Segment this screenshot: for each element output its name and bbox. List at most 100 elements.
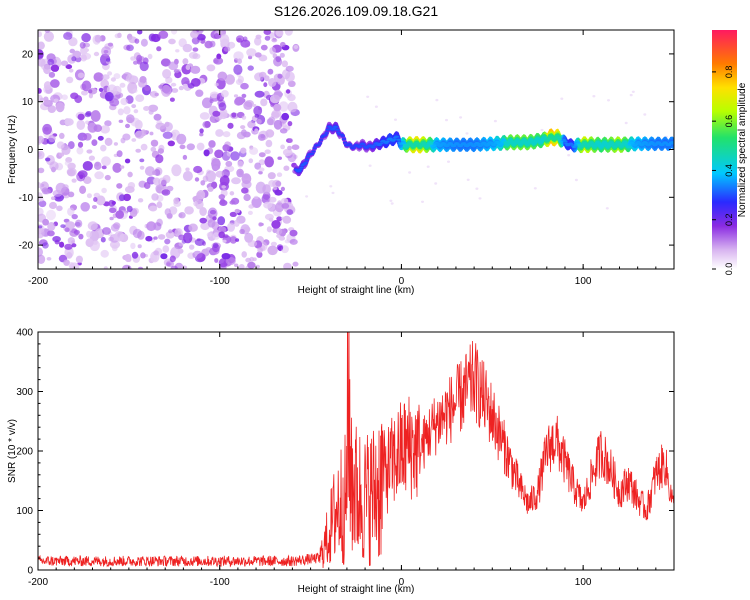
noise-speckle <box>212 232 220 240</box>
noise-speckle <box>240 147 247 154</box>
ridge-blob <box>462 143 468 146</box>
noise-speckle <box>150 139 159 147</box>
noise-speckle <box>168 229 173 234</box>
noise-speckle <box>245 43 251 47</box>
noise-speckle <box>205 170 216 183</box>
noise-speckle <box>574 178 578 182</box>
noise-speckle <box>100 144 107 152</box>
noise-speckle <box>273 103 282 112</box>
noise-speckle <box>93 161 102 170</box>
noise-speckle <box>238 170 243 176</box>
noise-speckle <box>230 151 240 161</box>
noise-speckle <box>120 165 125 169</box>
ridge-blob <box>305 155 311 158</box>
noise-speckle <box>104 174 111 181</box>
noise-speckle <box>160 58 171 67</box>
noise-speckle <box>169 255 176 263</box>
noise-speckle <box>96 195 106 206</box>
ridge-blob <box>358 145 363 147</box>
noise-speckle <box>211 181 218 189</box>
noise-speckle <box>243 226 251 233</box>
noise-speckle <box>125 74 135 83</box>
noise-speckle <box>389 199 393 202</box>
noise-speckle <box>266 226 272 233</box>
noise-speckle <box>219 175 230 187</box>
noise-speckle <box>122 133 131 141</box>
ridge-blob <box>362 145 367 147</box>
noise-speckle <box>108 236 114 242</box>
noise-speckle <box>200 222 210 231</box>
ridge-blob <box>334 125 339 128</box>
noise-speckle <box>143 182 151 189</box>
noise-speckle <box>168 38 176 45</box>
noise-speckle <box>275 228 283 235</box>
noise-speckle <box>219 111 228 120</box>
noise-speckle <box>189 244 195 250</box>
noise-speckle <box>120 98 128 106</box>
noise-speckle <box>216 78 226 90</box>
noise-speckle <box>101 165 107 170</box>
noise-speckle <box>253 105 263 116</box>
noise-speckle <box>279 52 285 58</box>
noise-speckle <box>216 30 222 34</box>
noise-speckle <box>206 64 216 72</box>
noise-speckle <box>199 217 207 224</box>
noise-speckle <box>134 38 140 44</box>
noise-speckle <box>209 91 219 99</box>
noise-speckle <box>283 262 292 269</box>
noise-speckle <box>47 230 55 237</box>
ridge-blob <box>320 136 325 138</box>
noise-speckle <box>267 245 278 256</box>
ridge-blob <box>378 142 384 145</box>
noise-speckle <box>288 138 293 144</box>
noise-speckle <box>408 171 412 174</box>
y-tick-label: 10 <box>22 97 34 108</box>
noise-speckle <box>76 171 86 182</box>
noise-speckle <box>46 257 52 261</box>
noise-speckle <box>75 255 83 264</box>
noise-speckle <box>196 192 203 197</box>
noise-speckle <box>101 46 112 57</box>
noise-speckle <box>182 170 193 182</box>
x-tick-label: 0 <box>399 577 405 588</box>
noise-speckle <box>277 73 283 79</box>
noise-speckle <box>126 114 135 124</box>
noise-speckle <box>168 61 179 71</box>
noise-speckle <box>86 230 92 238</box>
noise-speckle <box>98 87 104 92</box>
noise-speckle <box>127 182 136 189</box>
noise-speckle <box>225 74 235 85</box>
noise-speckle <box>158 30 169 39</box>
ridge-blob <box>371 146 376 148</box>
ridge-blob <box>327 125 332 128</box>
ridge-blob <box>317 142 323 144</box>
noise-speckle <box>59 241 65 248</box>
noise-speckle <box>276 216 283 222</box>
noise-speckle <box>287 145 292 151</box>
noise-speckle <box>63 32 73 40</box>
colorbar-tick-label: 0.0 <box>724 263 734 276</box>
noise-speckle <box>182 154 188 160</box>
noise-speckle <box>533 187 537 190</box>
noise-speckle <box>240 125 246 130</box>
noise-speckle <box>171 164 182 177</box>
ridge-blob <box>671 142 674 145</box>
noise-speckle <box>80 202 90 212</box>
ridge-blob <box>318 139 324 141</box>
noise-speckle <box>43 99 51 105</box>
noise-speckle <box>265 139 273 148</box>
noise-speckle <box>42 242 49 249</box>
noise-speckle <box>38 182 42 189</box>
ridge-blob <box>310 152 315 155</box>
y-tick-label: -20 <box>19 241 34 252</box>
noise-speckle <box>71 178 77 183</box>
noise-speckle <box>155 154 164 164</box>
noise-speckle <box>229 236 237 244</box>
noise-speckle <box>38 41 45 50</box>
noise-speckle <box>289 238 298 245</box>
noise-speckle <box>283 165 290 171</box>
noise-speckle <box>61 145 71 155</box>
noise-speckle <box>280 144 285 150</box>
noise-speckle <box>190 30 199 39</box>
noise-speckle <box>233 51 244 61</box>
